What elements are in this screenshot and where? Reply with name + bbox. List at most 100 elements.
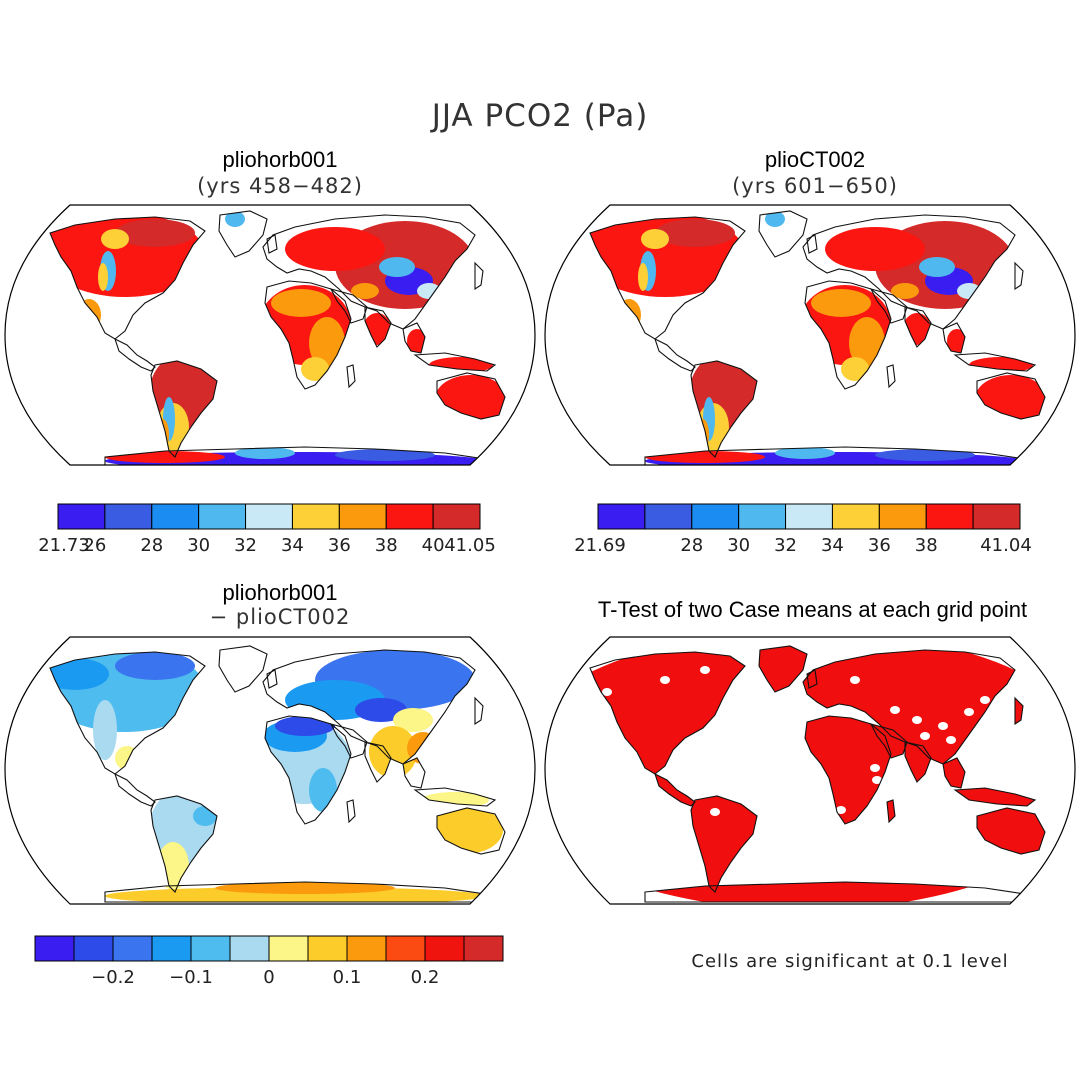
colorbar-3-swatch-10	[424, 935, 465, 962]
map-frame-1	[4, 204, 536, 466]
panel1-subtitle: (yrs 458−482)	[197, 174, 363, 198]
coastline-indonesia	[413, 787, 497, 807]
significance-note: Cells are significant at 0.1 level	[691, 951, 1009, 972]
colorbar-3-swatch-7	[307, 935, 348, 962]
coastline-southAmerica	[150, 360, 218, 458]
coastline-eurasia	[802, 649, 1016, 765]
coastline-britain	[266, 234, 278, 254]
coastline-indonesia	[953, 352, 1037, 372]
coastline-seAsia	[402, 322, 426, 354]
colorbar-3-label-2: −0.2	[91, 967, 135, 988]
coastline-arabia	[869, 723, 908, 759]
colorbar-2-swatch-3	[738, 503, 787, 530]
colorbar-3-swatch-1	[73, 935, 114, 962]
coastline-africa	[264, 280, 352, 390]
colorbar-1-swatch-0	[57, 503, 106, 530]
coastline-britain	[266, 669, 278, 689]
coastline-indonesia	[953, 787, 1037, 807]
coastline-japan	[474, 696, 484, 726]
colorbar-2-swatch-6	[878, 503, 927, 530]
coastline-indonesia	[413, 352, 497, 372]
coastline-southAmerica	[150, 795, 218, 893]
colorbar-1-label-5: 34	[281, 535, 304, 556]
colorbar-1-swatch-3	[198, 503, 247, 530]
coastline-madagascar	[346, 799, 356, 824]
colorbar-1-swatch-8	[432, 503, 481, 530]
map-panel-1	[49, 210, 506, 465]
coastline-india	[904, 306, 932, 348]
coastline-greenland	[758, 645, 808, 693]
coastline-australia	[436, 807, 506, 855]
colorbar-1-label-3: 30	[187, 535, 210, 556]
coastline-africa	[804, 715, 892, 825]
coastline-antarctica	[644, 881, 1026, 903]
coastline-eurasia	[262, 649, 476, 765]
colorbar-3-swatch-2	[112, 935, 153, 962]
colorbar-1-swatch-6	[338, 503, 387, 530]
colorbar-2-swatch-0	[597, 503, 646, 530]
coastline-greenland	[218, 645, 268, 693]
colorbar-3-swatch-0	[34, 935, 75, 962]
coastline-australia	[976, 372, 1046, 420]
coastline-japan	[474, 261, 484, 291]
colorbar-2-swatch-2	[691, 503, 740, 530]
colorbar-1-label-2: 28	[140, 535, 163, 556]
map-frame-3	[4, 636, 536, 905]
coastline-india	[364, 741, 392, 783]
colorbar-2-swatch-7	[925, 503, 974, 530]
panel3-subtitle: − plioCT002	[209, 605, 351, 629]
figure-title: JJA PCO2 (Pa)	[431, 98, 649, 134]
coastline-eurasia	[262, 214, 476, 330]
colorbar-3-label-4: −0.1	[169, 967, 213, 988]
colorbar-1-label-6: 36	[328, 535, 351, 556]
colorbar-3-swatch-9	[385, 935, 426, 962]
coastline-seAsia	[402, 757, 426, 789]
panel3-title: pliohorb001	[222, 580, 338, 605]
colorbar-2-swatch-8	[972, 503, 1021, 530]
coastline-seAsia	[942, 322, 966, 354]
coastline-africa	[264, 715, 352, 825]
coastline-greenland	[758, 210, 808, 258]
colorbar-1-swatch-2	[151, 503, 200, 530]
coastline-northAmerica	[589, 651, 746, 775]
coastline-madagascar	[886, 799, 896, 824]
colorbar-1-label-9: 41.05	[444, 535, 496, 556]
colorbar-2-label-6: 36	[868, 535, 891, 556]
coastline-southAmerica	[690, 795, 758, 893]
colorbar-1-label-7: 38	[375, 535, 398, 556]
colorbar-2-label-5: 34	[821, 535, 844, 556]
colorbar-1-label-1: 26	[83, 535, 106, 556]
coastline-antarctica	[104, 446, 486, 465]
coastline-india	[904, 741, 932, 783]
coastline-japan	[1014, 261, 1024, 291]
panel2-title: plioCT002	[764, 147, 866, 172]
panel2-subtitle: (yrs 601−650)	[732, 174, 898, 198]
colorbar-2-label-3: 30	[727, 535, 750, 556]
colorbar-3-swatch-6	[268, 935, 309, 962]
colorbar-2-swatch-4	[785, 503, 833, 530]
coastline-northAmerica	[49, 216, 206, 340]
colorbar-1-swatch-1	[104, 503, 153, 530]
coastline-britain	[806, 234, 818, 254]
colorbar-1-swatch-5	[291, 503, 340, 530]
map-panel-2	[589, 210, 1046, 465]
coastline-southAmerica	[690, 360, 758, 458]
coastline-seAsia	[942, 757, 966, 789]
colorbar-2-label-2: 28	[680, 535, 703, 556]
coastline-northAmerica	[589, 216, 746, 340]
coastline-japan	[1014, 696, 1024, 726]
coastline-arabia	[869, 288, 908, 324]
colorbar-1-swatch-4	[245, 503, 293, 530]
colorbar-3-swatch-5	[229, 935, 270, 962]
colorbar-2-label-9: 41.04	[980, 535, 1032, 556]
colorbar-1-label-0: 21.73	[38, 535, 90, 556]
coastline-madagascar	[886, 364, 896, 389]
coastline-arabia	[329, 723, 368, 759]
colorbar-1-label-4: 32	[234, 535, 257, 556]
colorbar-3-swatch-4	[190, 935, 231, 962]
colorbar-2-label-4: 32	[774, 535, 797, 556]
panel4-title: T-Test of two Case means at each grid po…	[597, 597, 1028, 622]
colorbar-2-label-0: 21.69	[574, 535, 626, 556]
